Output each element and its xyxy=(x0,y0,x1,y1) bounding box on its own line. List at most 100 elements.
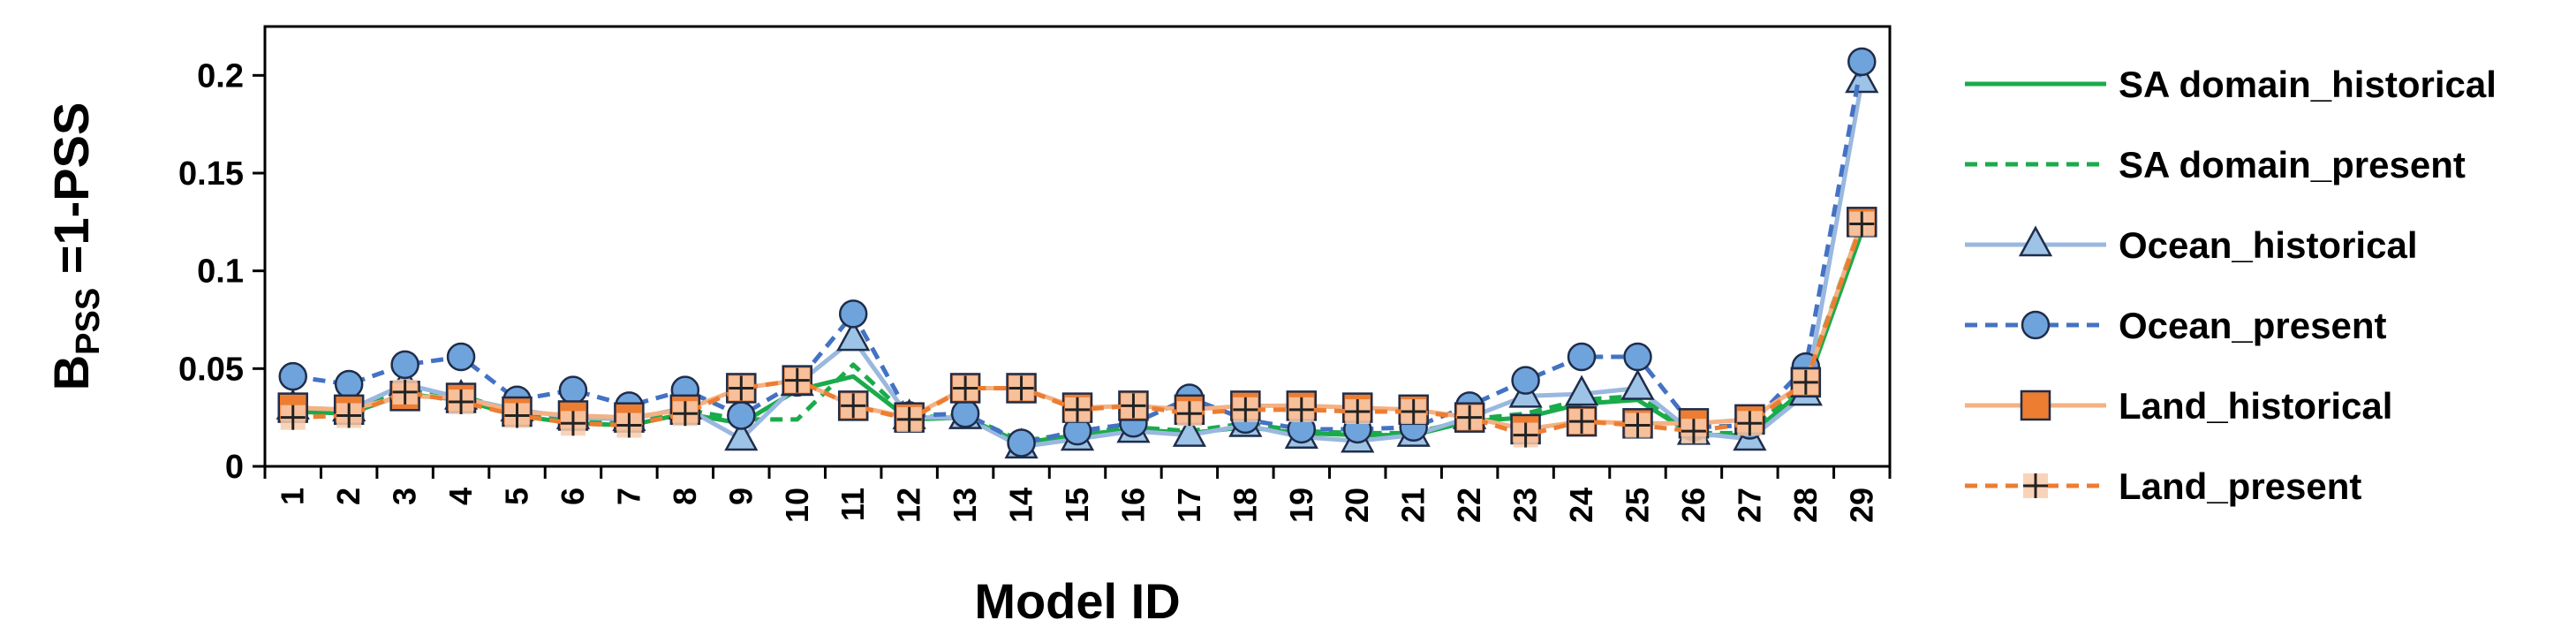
legend-label: SA domain_present xyxy=(2119,144,2466,185)
x-tick-label: 17 xyxy=(1171,488,1207,523)
legend: SA domain_historical SA domain_present Oce… xyxy=(1965,64,2497,507)
data-point-circle xyxy=(1567,342,1597,372)
x-tick-label: 18 xyxy=(1227,488,1263,523)
data-point-plus xyxy=(449,389,474,414)
x-tick-label: 26 xyxy=(1675,488,1711,523)
x-tick-label: 13 xyxy=(947,488,983,523)
data-point-plus xyxy=(616,412,642,438)
x-axis-label: Model ID xyxy=(974,573,1180,629)
x-tick-label: 24 xyxy=(1563,488,1599,523)
legend-label: SA domain_historical xyxy=(2119,64,2497,105)
legend-item: Ocean_historical xyxy=(1965,224,2417,266)
data-point-circle xyxy=(390,350,419,380)
data-point-triangle xyxy=(1172,415,1207,447)
x-axis-ticks: 1 2 3 4 5 6 7 8 9 10 11 12 13 14 15 16 17 18 19 20 21 22 23 24 2… xyxy=(263,466,1892,523)
x-tick-label: 20 xyxy=(1339,488,1375,523)
data-point-plus xyxy=(1008,375,1034,401)
data-point-plus xyxy=(560,411,585,436)
data-point-plus xyxy=(1849,211,1875,237)
data-point-plus xyxy=(1793,369,1818,395)
x-tick-label: 3 xyxy=(387,488,423,505)
data-point-plus xyxy=(1233,397,1258,422)
data-point-plus xyxy=(1513,422,1538,448)
x-tick-label: 25 xyxy=(1619,488,1655,523)
x-tick-label: 16 xyxy=(1114,488,1151,523)
y-axis-label: BPSS =1-PSS xyxy=(43,102,107,391)
data-point-plus xyxy=(1457,405,1483,430)
data-point-plus xyxy=(672,401,698,427)
data-point-circle xyxy=(950,398,980,428)
legend-label: Ocean_present xyxy=(2119,305,2386,346)
data-point-triangle xyxy=(1845,62,1879,94)
y-tick-label: 0.1 xyxy=(197,253,244,291)
y-tick-label: 0 xyxy=(225,449,244,486)
y-axis-ticks: 0 0.05 0.1 0.15 0.2 xyxy=(178,57,265,486)
x-tick-label: 11 xyxy=(835,488,871,521)
data-point-plus xyxy=(392,379,418,405)
x-tick-label: 22 xyxy=(1451,488,1487,523)
data-point-plus xyxy=(1569,409,1595,435)
data-point-plus xyxy=(1121,393,1146,419)
x-tick-label: 23 xyxy=(1507,488,1544,523)
y-tick-label: 0.15 xyxy=(178,155,244,193)
data-point-plus xyxy=(1681,419,1706,444)
x-tick-label: 10 xyxy=(779,488,815,523)
data-point-plus xyxy=(1288,397,1314,422)
data-point-triangle xyxy=(724,420,759,451)
y-tick-label: 0.2 xyxy=(197,57,244,95)
data-point-triangle xyxy=(2018,225,2053,257)
data-point-plus xyxy=(729,375,754,401)
legend-item: SA domain_historical xyxy=(1965,64,2497,105)
y-axis-label-sub: PSS xyxy=(70,288,107,355)
data-point-plus xyxy=(1401,399,1426,425)
x-tick-label: 4 xyxy=(442,488,479,505)
data-point-circle xyxy=(1007,428,1036,458)
legend-label: Land_historical xyxy=(2119,385,2392,427)
x-tick-label: 14 xyxy=(1003,488,1039,523)
data-point-triangle xyxy=(1620,368,1655,400)
legend-item: SA domain_present xyxy=(1965,144,2466,185)
x-tick-label: 15 xyxy=(1059,488,1095,523)
data-point-square xyxy=(2020,390,2051,421)
data-point-circle xyxy=(278,361,307,391)
data-point-plus xyxy=(2023,473,2048,498)
data-point-plus xyxy=(504,403,530,428)
x-tick-label: 28 xyxy=(1787,488,1824,523)
data-point-plus xyxy=(1065,397,1090,422)
data-point-plus xyxy=(1345,399,1371,425)
legend-item: Land_historical xyxy=(1965,385,2392,427)
x-tick-label: 7 xyxy=(610,488,646,505)
y-tick-label: 0.05 xyxy=(178,351,244,388)
legend-label: Land_present xyxy=(2119,465,2361,507)
x-tick-label: 2 xyxy=(330,488,366,505)
data-point-plus xyxy=(280,405,306,430)
data-point-circle xyxy=(334,369,364,399)
x-tick-label: 8 xyxy=(667,488,703,505)
data-point-triangle xyxy=(836,320,871,352)
x-tick-label: 29 xyxy=(1843,488,1879,523)
legend-item: Ocean_present xyxy=(1965,305,2386,346)
data-point-triangle xyxy=(1564,374,1599,406)
data-point-plus xyxy=(841,393,866,419)
data-point-plus xyxy=(784,367,810,393)
data-point-circle xyxy=(2021,310,2051,340)
y-axis-label-base: B xyxy=(43,355,99,390)
data-point-plus xyxy=(336,403,362,428)
x-tick-label: 1 xyxy=(275,488,311,505)
data-point-circle xyxy=(838,299,868,329)
data-point-circle xyxy=(446,342,476,372)
series-5 xyxy=(280,211,1875,448)
data-point-circle xyxy=(1623,342,1652,372)
series-layer xyxy=(276,47,1879,459)
x-tick-label: 19 xyxy=(1283,488,1319,523)
data-point-circle xyxy=(1847,47,1877,77)
x-tick-label: 9 xyxy=(722,488,759,505)
x-tick-label: 12 xyxy=(891,488,927,523)
legend-item: Land_present xyxy=(1965,465,2361,507)
x-tick-label: 6 xyxy=(555,488,591,505)
x-tick-label: 21 xyxy=(1395,488,1432,523)
data-point-circle xyxy=(727,401,756,430)
x-tick-label: 27 xyxy=(1731,488,1767,523)
data-point-circle xyxy=(558,375,588,405)
legend-label: Ocean_historical xyxy=(2119,224,2417,266)
